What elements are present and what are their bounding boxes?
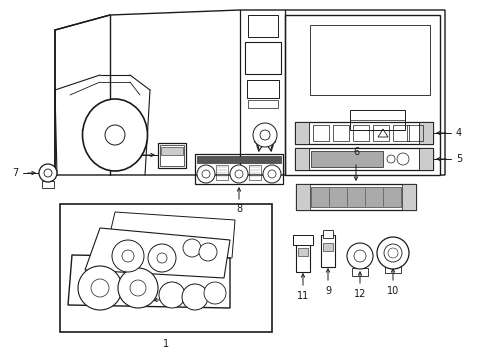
Circle shape xyxy=(267,170,275,178)
Circle shape xyxy=(148,244,176,272)
Circle shape xyxy=(229,165,247,183)
Circle shape xyxy=(383,244,401,262)
Bar xyxy=(216,165,227,180)
Circle shape xyxy=(130,280,146,296)
Circle shape xyxy=(44,169,52,177)
Bar xyxy=(323,243,332,251)
Circle shape xyxy=(353,250,365,262)
Text: 7: 7 xyxy=(12,168,18,178)
Bar xyxy=(323,230,332,238)
Bar xyxy=(310,187,400,207)
Circle shape xyxy=(78,266,122,310)
Text: 9: 9 xyxy=(324,286,330,296)
Bar xyxy=(294,122,308,144)
Circle shape xyxy=(157,253,167,263)
Bar xyxy=(297,248,307,256)
Bar xyxy=(332,125,348,141)
Text: 4: 4 xyxy=(455,128,461,138)
Bar xyxy=(406,125,422,141)
Bar xyxy=(197,156,281,163)
Bar xyxy=(392,125,408,141)
Bar xyxy=(294,122,432,144)
Ellipse shape xyxy=(82,99,147,171)
Bar xyxy=(60,204,271,332)
Circle shape xyxy=(346,243,372,269)
Circle shape xyxy=(183,239,201,257)
Circle shape xyxy=(105,125,125,145)
Circle shape xyxy=(387,248,397,258)
Text: 11: 11 xyxy=(296,291,308,301)
Bar xyxy=(401,184,415,210)
Circle shape xyxy=(252,123,276,147)
Circle shape xyxy=(203,282,225,304)
Bar xyxy=(295,184,309,210)
Bar xyxy=(418,148,432,170)
Polygon shape xyxy=(105,212,235,258)
Bar xyxy=(295,184,415,210)
Bar xyxy=(285,15,439,175)
Circle shape xyxy=(197,165,215,183)
Circle shape xyxy=(199,243,217,261)
Bar xyxy=(349,110,404,130)
Bar xyxy=(160,145,183,166)
Bar xyxy=(248,165,261,180)
Bar xyxy=(310,151,382,167)
Text: 3: 3 xyxy=(124,150,131,160)
Circle shape xyxy=(396,153,408,165)
Circle shape xyxy=(386,155,394,163)
Bar xyxy=(246,80,279,98)
Circle shape xyxy=(260,130,269,140)
Text: 1: 1 xyxy=(163,339,169,349)
Bar xyxy=(42,181,54,188)
Circle shape xyxy=(182,284,207,310)
Circle shape xyxy=(118,268,158,308)
Circle shape xyxy=(202,170,209,178)
Polygon shape xyxy=(68,255,229,308)
Bar xyxy=(247,15,278,37)
Text: 2: 2 xyxy=(180,295,186,305)
Bar xyxy=(161,147,183,155)
Circle shape xyxy=(235,170,243,178)
Text: 5: 5 xyxy=(455,154,461,164)
Bar xyxy=(294,148,432,170)
Text: 8: 8 xyxy=(235,204,242,214)
Circle shape xyxy=(122,250,134,262)
Bar xyxy=(295,242,309,272)
Bar xyxy=(352,125,368,141)
Polygon shape xyxy=(85,228,229,278)
Circle shape xyxy=(376,237,408,269)
Bar xyxy=(320,235,334,267)
Circle shape xyxy=(159,282,184,308)
Bar xyxy=(351,268,367,276)
Bar xyxy=(384,265,400,273)
Circle shape xyxy=(263,165,281,183)
Text: 12: 12 xyxy=(353,289,366,299)
Text: 6: 6 xyxy=(352,147,358,157)
Polygon shape xyxy=(55,10,444,175)
Bar xyxy=(312,125,328,141)
Bar xyxy=(158,143,185,168)
Bar xyxy=(244,42,281,74)
Bar xyxy=(418,122,432,144)
Bar xyxy=(292,235,312,245)
Bar xyxy=(372,125,388,141)
Circle shape xyxy=(91,279,109,297)
Circle shape xyxy=(112,240,143,272)
Bar xyxy=(309,25,429,95)
Text: 10: 10 xyxy=(386,286,398,296)
Bar xyxy=(195,154,283,184)
Bar xyxy=(294,148,308,170)
Bar xyxy=(247,100,278,108)
Circle shape xyxy=(39,164,57,182)
